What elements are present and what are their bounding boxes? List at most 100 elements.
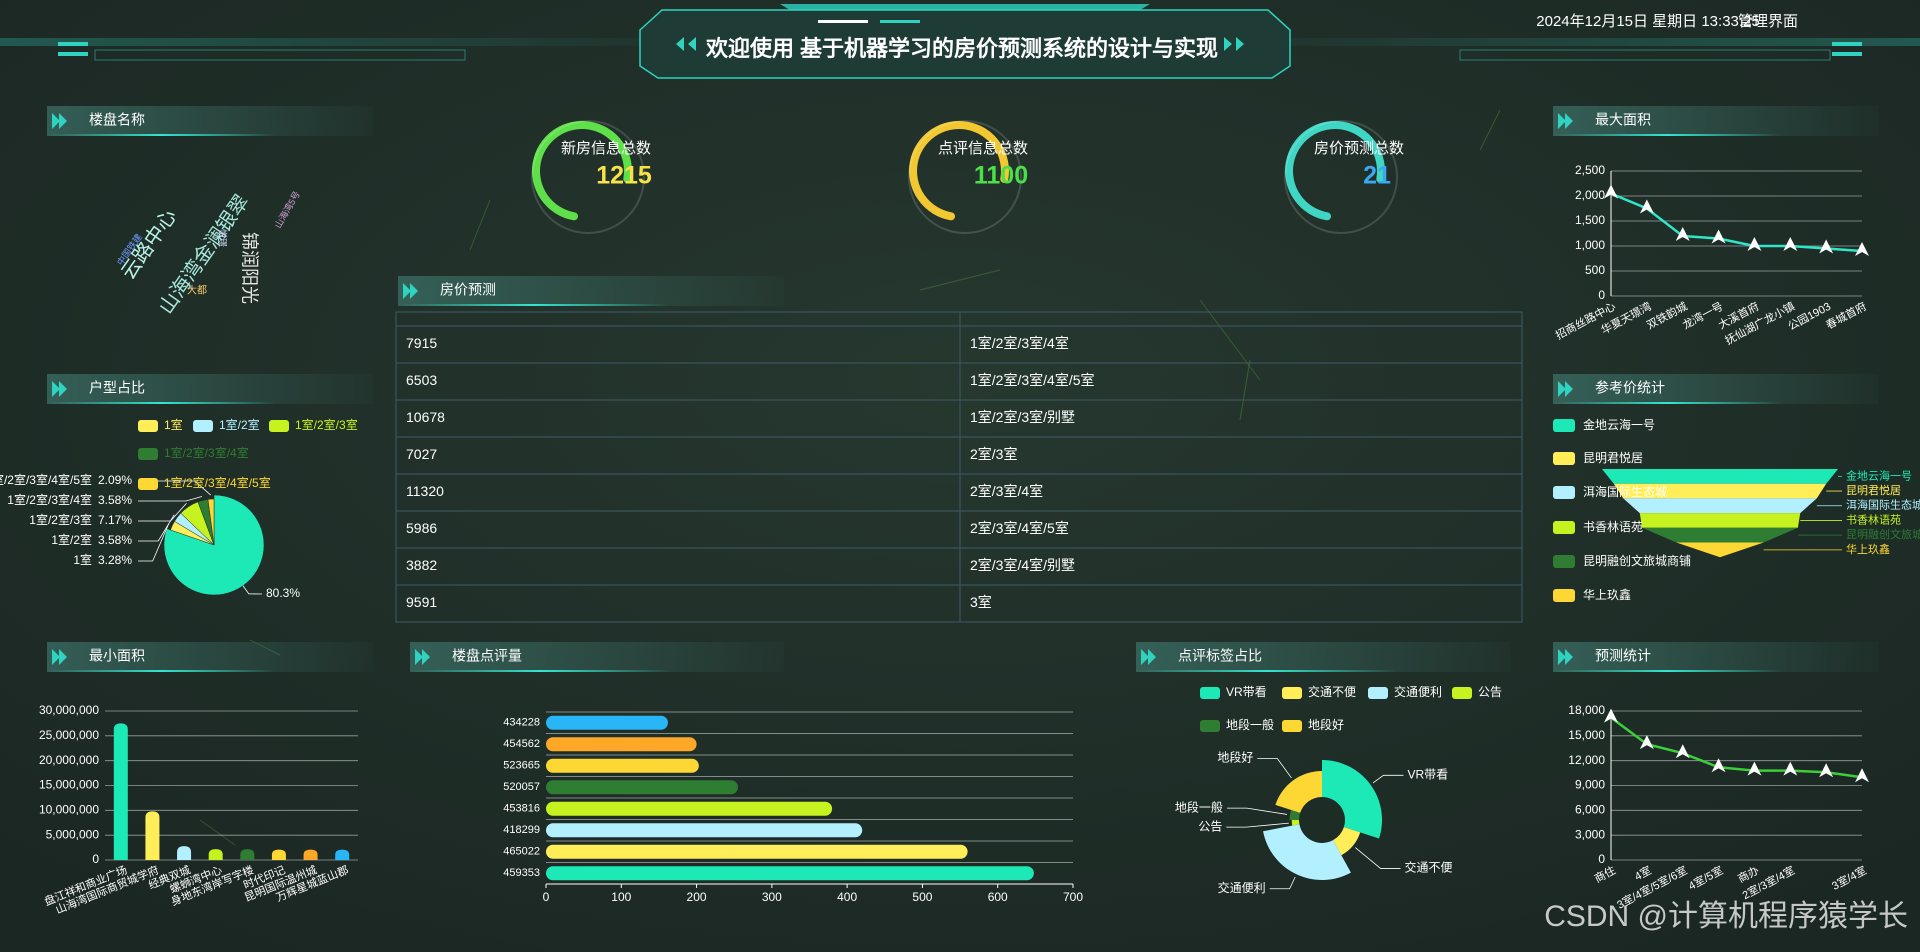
header-icon bbox=[52, 113, 67, 129]
legend-swatch bbox=[193, 420, 213, 432]
slice-name: 交通便利 bbox=[1218, 880, 1266, 895]
y-tick-label: 18,000 bbox=[1568, 703, 1605, 717]
slice-value: 7.17% bbox=[98, 513, 132, 527]
y-tick-label: 1,500 bbox=[1575, 213, 1605, 227]
marker bbox=[1783, 237, 1798, 251]
y-tick-label: 30,000,000 bbox=[39, 703, 99, 717]
stat-ring-outer bbox=[531, 120, 645, 234]
legend-swatch bbox=[1553, 589, 1575, 602]
panel-title: 楼盘名称 bbox=[89, 112, 145, 128]
legend-label: 1室/2室/3室 bbox=[295, 417, 358, 432]
marker bbox=[1675, 227, 1690, 241]
header-icon bbox=[52, 381, 67, 397]
slice-name: 1室/2室/3室 bbox=[29, 512, 92, 527]
y-tick-label: 1,000 bbox=[1575, 238, 1605, 252]
table-cell: 6503 bbox=[406, 372, 437, 388]
legend-label: 1室 bbox=[164, 417, 183, 432]
x-tick-label: 600 bbox=[988, 890, 1008, 904]
slice-value: 3.58% bbox=[98, 533, 132, 547]
panel-header bbox=[1553, 642, 1879, 672]
legend-swatch bbox=[1553, 555, 1575, 568]
slice-value: 3.58% bbox=[98, 493, 132, 507]
table-cell: 2室/3室/4室/别墅 bbox=[970, 557, 1075, 573]
role-link[interactable]: 管理界面 bbox=[1738, 13, 1798, 30]
rose-slice bbox=[1291, 820, 1300, 826]
title-tick bbox=[880, 20, 920, 23]
y-tick-label: 0 bbox=[92, 852, 99, 866]
y-tick-label: 523665 bbox=[503, 760, 540, 772]
legend-label: 地段好 bbox=[1308, 717, 1344, 732]
header-underline bbox=[410, 670, 672, 672]
funnel-segment bbox=[1639, 513, 1801, 528]
slice-name: VR带看 bbox=[1407, 768, 1448, 782]
page-title: 欢迎使用 基于机器学习的房价预测系统的设计与实现 bbox=[705, 36, 1218, 61]
header-icon bbox=[52, 649, 67, 665]
label-line bbox=[138, 514, 175, 542]
panel-header bbox=[47, 374, 373, 404]
legend-label: 1室/2室 bbox=[219, 417, 260, 432]
header-icon bbox=[1141, 649, 1156, 665]
bar bbox=[335, 849, 350, 860]
legend-swatch bbox=[138, 478, 158, 490]
header-stripe bbox=[1832, 42, 1862, 46]
panel-title: 房价预测 bbox=[440, 282, 496, 298]
legend-label: 昆明融创文旅城商铺 bbox=[1583, 553, 1691, 568]
legend-label: 交通不便 bbox=[1308, 684, 1356, 699]
header-bar-left bbox=[0, 38, 640, 46]
panel-title: 户型占比 bbox=[89, 380, 145, 396]
segment-label: 昆明融创文旅城商铺 bbox=[1846, 527, 1920, 541]
header-stripe bbox=[58, 52, 88, 56]
panel-title: 参考价统计 bbox=[1595, 380, 1665, 396]
bar bbox=[546, 823, 863, 838]
stat-label: 点评信息总数 bbox=[938, 140, 1028, 157]
panel-header bbox=[47, 106, 373, 136]
legend-swatch bbox=[1553, 486, 1575, 499]
table-cell: 5986 bbox=[406, 520, 437, 536]
label-line bbox=[138, 523, 170, 562]
header-stripe bbox=[1832, 52, 1862, 56]
panel-header bbox=[1136, 642, 1510, 672]
legend-swatch bbox=[1282, 687, 1302, 699]
y-tick-label: 5,000,000 bbox=[46, 827, 100, 841]
y-tick-label: 2,000 bbox=[1575, 188, 1605, 202]
header-underline bbox=[1553, 402, 1782, 404]
marker bbox=[1604, 184, 1618, 199]
table-cell: 1室/2室/3室/4室/5室 bbox=[970, 372, 1095, 388]
slice-name: 交通不便 bbox=[1405, 860, 1453, 875]
x-tick-label: 700 bbox=[1063, 890, 1083, 904]
slice-name: 公告 bbox=[1198, 819, 1222, 833]
table-frame bbox=[395, 311, 1523, 623]
legend-swatch bbox=[1553, 452, 1575, 465]
bar bbox=[240, 849, 255, 860]
segment-label: 金地云海一号 bbox=[1846, 468, 1912, 482]
header-icon bbox=[1558, 113, 1573, 129]
marker bbox=[1711, 758, 1726, 773]
table-cell: 1室/2室/3室/4室 bbox=[970, 335, 1069, 351]
stat-ring bbox=[1285, 121, 1385, 221]
label-line bbox=[1226, 822, 1289, 828]
rose-slice bbox=[1333, 827, 1361, 856]
legend-label: 1室/2室/3室/4室 bbox=[164, 445, 249, 460]
bg-line bbox=[1479, 109, 1501, 151]
rose-slice bbox=[1289, 809, 1301, 820]
y-tick-label: 418299 bbox=[503, 824, 540, 836]
slice-name: 1室/2室/3室/4室 bbox=[7, 492, 92, 507]
legend-label: 华上玖鑫 bbox=[1583, 587, 1631, 602]
funnel-segment bbox=[1676, 542, 1764, 558]
bg-line bbox=[1199, 299, 1261, 381]
slice-value: 3.28% bbox=[98, 553, 132, 567]
legend-swatch bbox=[138, 420, 158, 432]
legend-label: 金地云海一号 bbox=[1583, 417, 1655, 432]
segment-label: 书香林语苑 bbox=[1846, 512, 1901, 526]
label-line bbox=[1269, 876, 1296, 890]
table-cell: 9591 bbox=[406, 594, 437, 610]
x-tick-label: 500 bbox=[912, 890, 932, 904]
table-cell: 7027 bbox=[406, 446, 437, 462]
label-line bbox=[242, 585, 263, 595]
x-tick-label: 300 bbox=[762, 890, 782, 904]
legend-swatch bbox=[1282, 720, 1302, 732]
panel-header bbox=[1553, 374, 1879, 404]
marker bbox=[1639, 199, 1654, 214]
marker bbox=[1855, 768, 1869, 783]
header-icon bbox=[403, 283, 418, 299]
